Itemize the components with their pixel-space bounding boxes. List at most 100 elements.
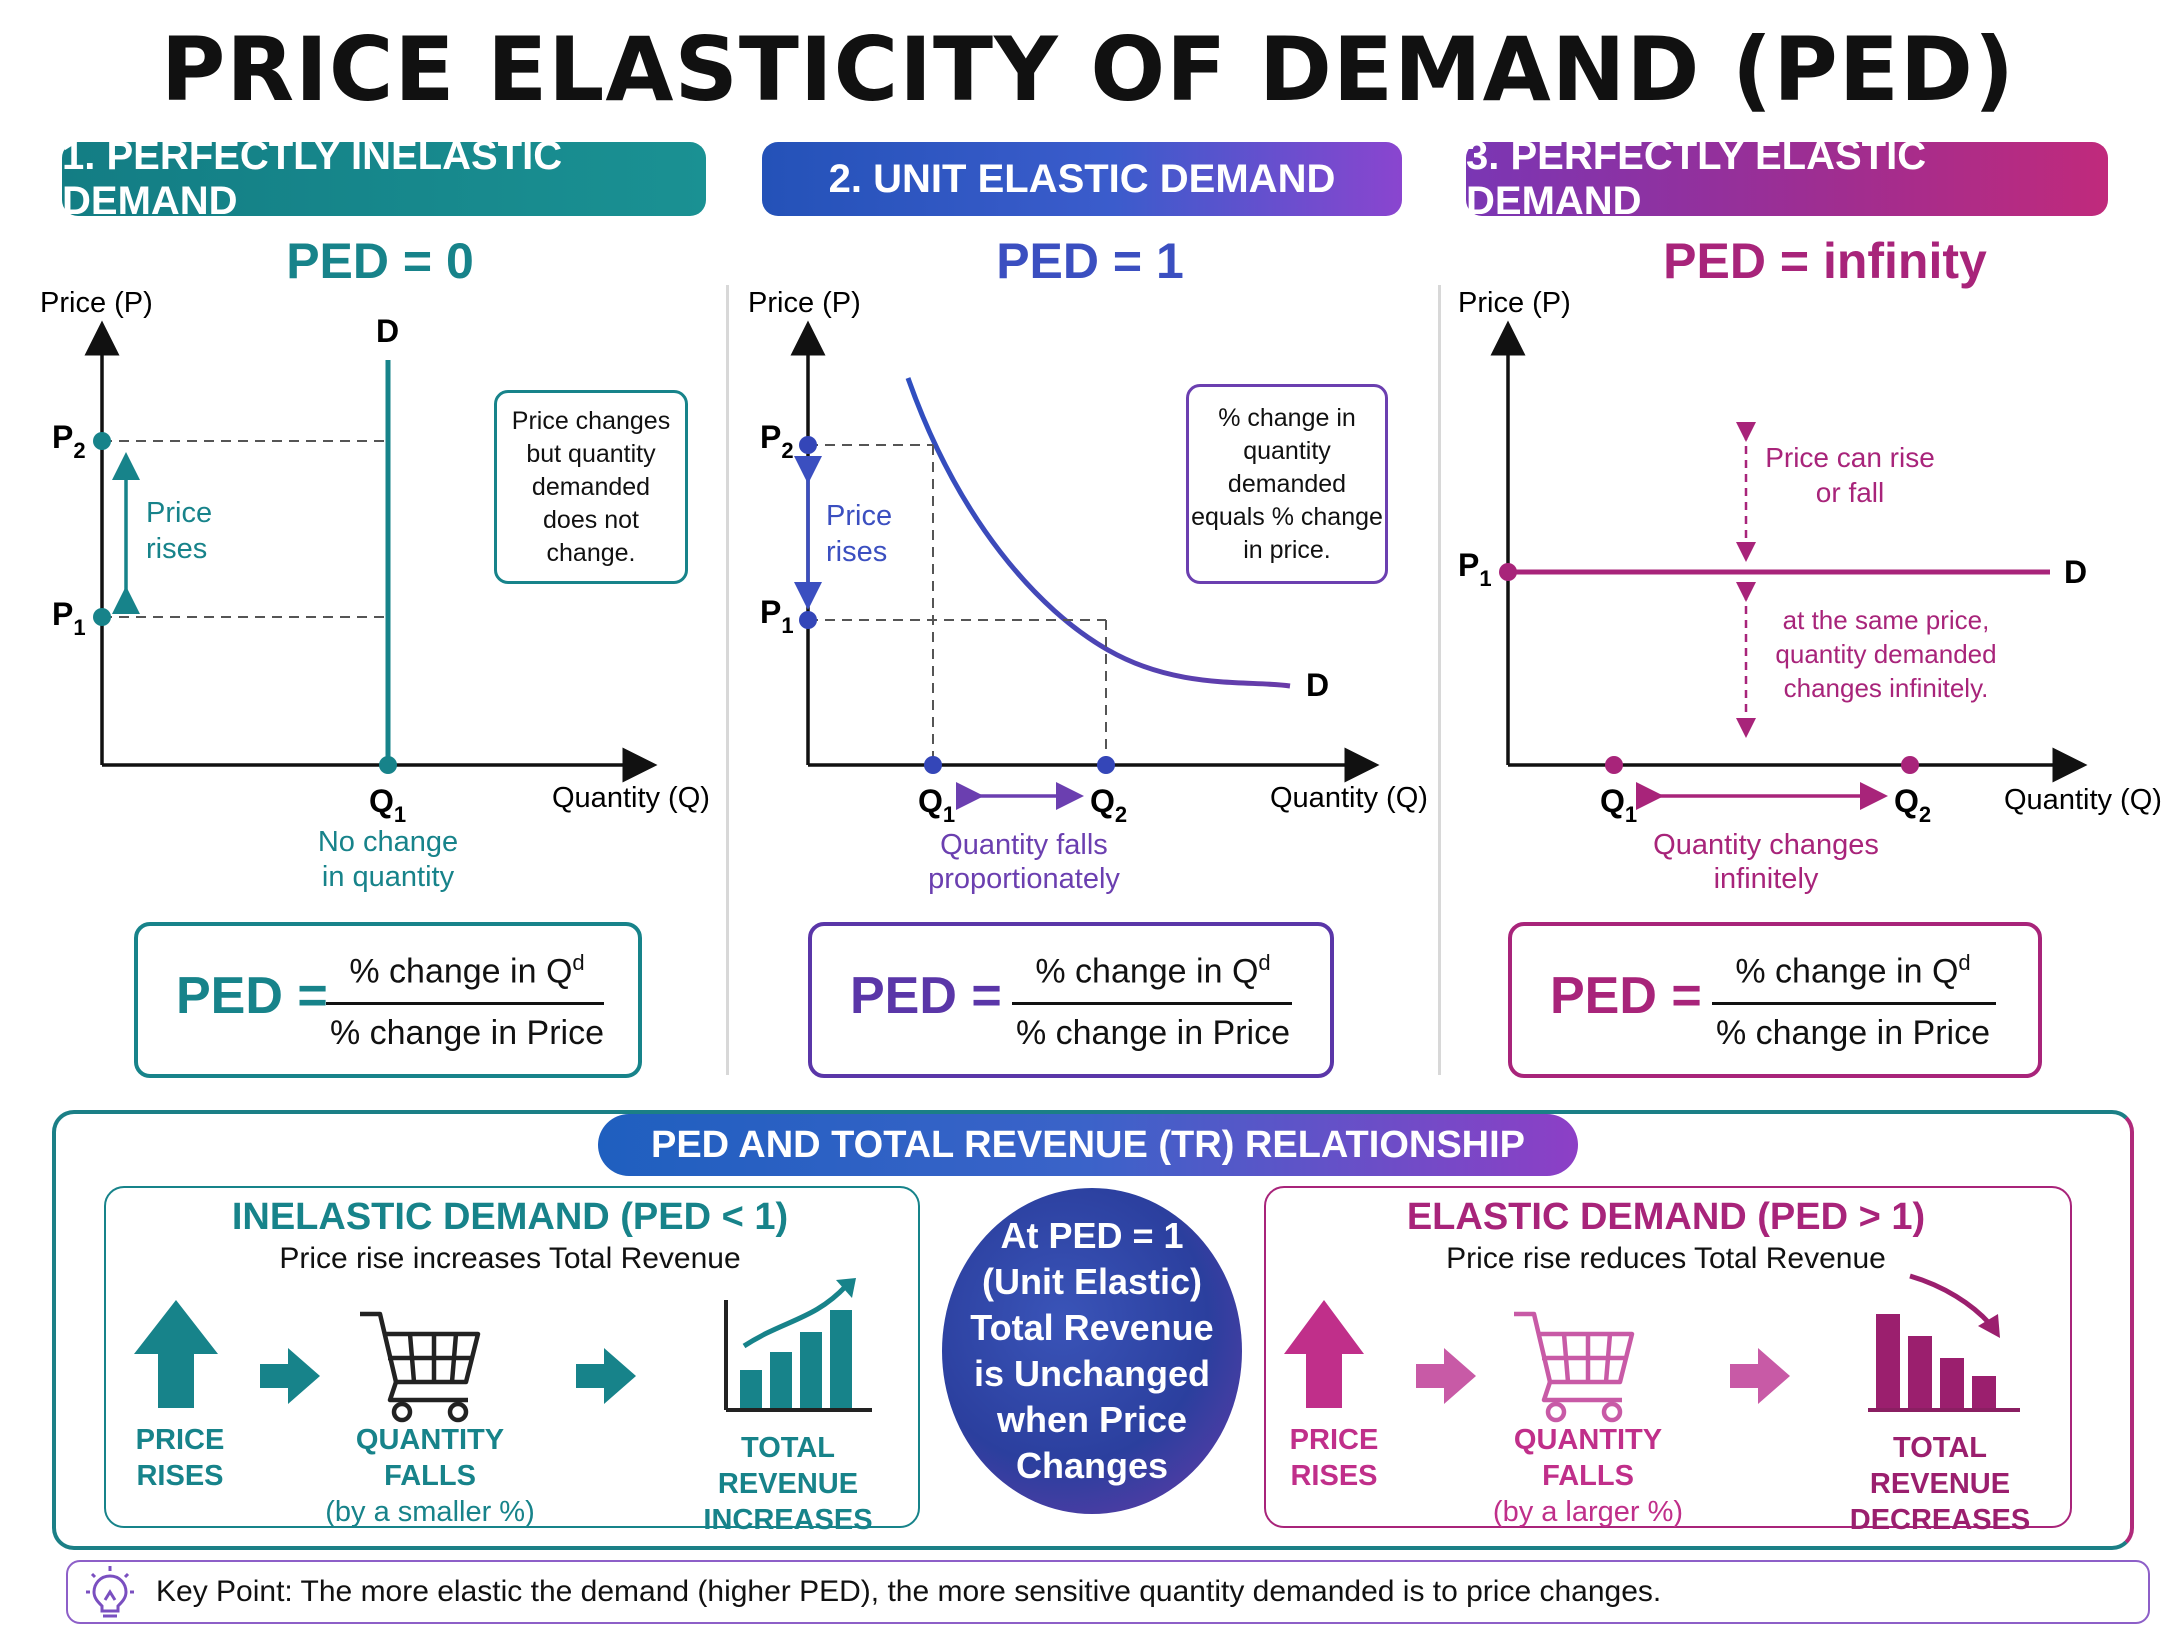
bottom-caption-1: No change xyxy=(318,826,458,858)
shopping-cart-icon xyxy=(1514,1311,1635,1423)
note-unit-elastic: % change in quantity demanded equals % chan… xyxy=(1186,384,1388,584)
elastic-revenue-box xyxy=(1264,1186,2072,1528)
bottom-caption-1: Quantity changes xyxy=(1653,829,1879,861)
svg-text:quantity demanded: quantity demanded xyxy=(1775,639,1996,669)
step-price-rises: PRICE RISES xyxy=(135,1424,225,1492)
graph-perfectly-inelastic: Price (P) Quantity (Q) D P2 P1 Q1 Price … xyxy=(40,287,710,893)
demand-label: D xyxy=(1306,667,1329,703)
ped-value-elastic: PED = infinity xyxy=(1663,233,1987,289)
x-axis-label: Quantity (Q) xyxy=(552,782,710,814)
right-arrow-icon xyxy=(1730,1348,1790,1404)
q1-point xyxy=(924,756,942,774)
demand-label: D xyxy=(376,313,399,349)
header-unit-elastic: 2. UNIT ELASTIC DEMAND xyxy=(762,142,1402,216)
graph-unit-elastic: Price (P) Quantity (Q) D P2 P1 Q1 Q2 Pri… xyxy=(748,287,1428,895)
right-arrow-icon xyxy=(260,1348,320,1404)
p2-label: P xyxy=(760,419,781,455)
page-title: PRICE ELASTICITY OF DEMAND (PED) xyxy=(160,18,2016,121)
unit-elastic-circle: At PED = 1 (Unit Elastic) Total Revenue is… xyxy=(942,1188,1242,1514)
up-arrow-icon xyxy=(134,1300,218,1408)
right-arrow-icon xyxy=(1416,1348,1476,1404)
p1-label: P xyxy=(52,596,73,632)
p1-label: P xyxy=(1458,547,1479,583)
price-rises-label-1: Price xyxy=(146,497,212,529)
p2-label: P xyxy=(52,419,73,455)
q2-label: Q xyxy=(1894,783,1919,819)
note-inelastic: Price changes but quantity demanded does no… xyxy=(494,390,688,584)
bottom-caption-1: Quantity falls xyxy=(940,829,1108,861)
x-axis-label: Quantity (Q) xyxy=(2004,784,2162,816)
shopping-cart-icon xyxy=(360,1311,481,1423)
svg-text:P2: P2 xyxy=(52,419,86,463)
formula-box-unit: PED = % change in Qd % change in Price xyxy=(808,922,1334,1078)
y-axis-label: Price (P) xyxy=(1458,287,1571,319)
step-price-rises: PRICE RISES xyxy=(1289,1424,1379,1492)
price-rises-label-2: rises xyxy=(146,533,207,565)
price-rises-label-1: Price xyxy=(826,500,892,532)
svg-text:at the same price,: at the same price, xyxy=(1783,605,1990,635)
inelastic-desc: Price rise increases Total Revenue xyxy=(279,1242,741,1275)
q1-label: Q xyxy=(918,783,943,819)
key-point-box: Key Point: The more elastic the demand (… xyxy=(66,1560,2150,1624)
p1-label: P xyxy=(760,594,781,630)
q1-point xyxy=(379,756,397,774)
q1-label: Q xyxy=(369,783,394,819)
elastic-desc: Price rise reduces Total Revenue xyxy=(1446,1242,1886,1275)
svg-text:P1: P1 xyxy=(1458,547,1492,591)
price-can-rise-label-1: Price can rise xyxy=(1765,442,1935,473)
p1-point xyxy=(93,608,111,626)
p1-point xyxy=(799,611,817,629)
q1-label: Q xyxy=(1600,783,1625,819)
elastic-flow-icons xyxy=(1284,1273,2020,1423)
inelastic-flow-icons xyxy=(134,1278,872,1423)
panel-divider xyxy=(726,285,729,1075)
svg-text:Q1: Q1 xyxy=(369,783,406,827)
header-perfectly-inelastic: 1. PERFECTLY INELASTIC DEMAND xyxy=(62,134,706,223)
rising-bar-chart-icon xyxy=(724,1278,872,1412)
p2-point xyxy=(93,432,111,450)
step-quantity-falls: QUANTITY FALLS (by a smaller %) xyxy=(325,1424,535,1528)
step-total-revenue-increases: TOTAL REVENUE INCREASES xyxy=(703,1432,873,1536)
elastic-title: ELASTIC DEMAND (PED > 1) xyxy=(1406,1196,1926,1238)
q2-point xyxy=(1901,756,1919,774)
q2-point xyxy=(1097,756,1115,774)
step-quantity-falls: QUANTITY FALLS (by a larger %) xyxy=(1492,1424,1684,1528)
p1-point xyxy=(1499,563,1517,581)
bottom-caption-2: proportionately xyxy=(928,863,1120,895)
y-axis-label: Price (P) xyxy=(40,287,153,319)
ped-value-inelastic: PED = 0 xyxy=(286,233,474,289)
right-arrow-icon xyxy=(576,1348,636,1404)
revenue-section xyxy=(52,1110,2134,1550)
price-can-rise-label-2: or fall xyxy=(1816,477,1884,508)
lightbulb-icon xyxy=(86,1566,134,1618)
demand-curve-hyperbola xyxy=(905,377,1291,689)
svg-text:Q2: Q2 xyxy=(1894,783,1931,827)
q2-label: Q xyxy=(1090,783,1115,819)
panel-divider xyxy=(1438,285,1441,1075)
svg-text:Q1: Q1 xyxy=(1600,783,1637,827)
graph-perfectly-elastic: Price (P) Quantity (Q) D P1 Q1 Q2 Price … xyxy=(1458,287,2162,895)
svg-text:Q2: Q2 xyxy=(1090,783,1127,827)
key-point-text: Key Point: The more elastic the demand (… xyxy=(156,1575,1662,1608)
step-total-revenue-decreases: TOTAL REVENUE DECREASES xyxy=(1849,1432,2031,1536)
falling-bar-chart-icon xyxy=(1868,1273,2020,1412)
svg-text:P1: P1 xyxy=(52,596,86,640)
svg-text:P2: P2 xyxy=(760,419,794,463)
svg-text:Q1: Q1 xyxy=(918,783,955,827)
p2-point xyxy=(799,436,817,454)
bottom-caption-2: infinitely xyxy=(1714,863,1819,895)
formula-box-elastic: PED = % change in Qd % change in Price xyxy=(1508,922,2042,1078)
svg-text:changes infinitely.: changes infinitely. xyxy=(1784,673,1989,703)
x-axis-label: Quantity (Q) xyxy=(1270,782,1428,814)
ped-value-unit: PED = 1 xyxy=(996,233,1184,289)
inelastic-title: INELASTIC DEMAND (PED < 1) xyxy=(231,1196,789,1238)
up-arrow-icon xyxy=(1284,1300,1364,1408)
formula-box-inelastic: PED = % change in Qd % change in Price xyxy=(134,922,642,1078)
price-rises-label-2: rises xyxy=(826,536,887,568)
q1-point xyxy=(1605,756,1623,774)
svg-text:P1: P1 xyxy=(760,594,794,638)
demand-label: D xyxy=(2064,554,2087,590)
bottom-caption-2: in quantity xyxy=(322,861,455,893)
y-axis-label: Price (P) xyxy=(748,287,861,319)
header-perfectly-elastic: 3. PERFECTLY ELASTIC DEMAND xyxy=(1466,134,2108,223)
